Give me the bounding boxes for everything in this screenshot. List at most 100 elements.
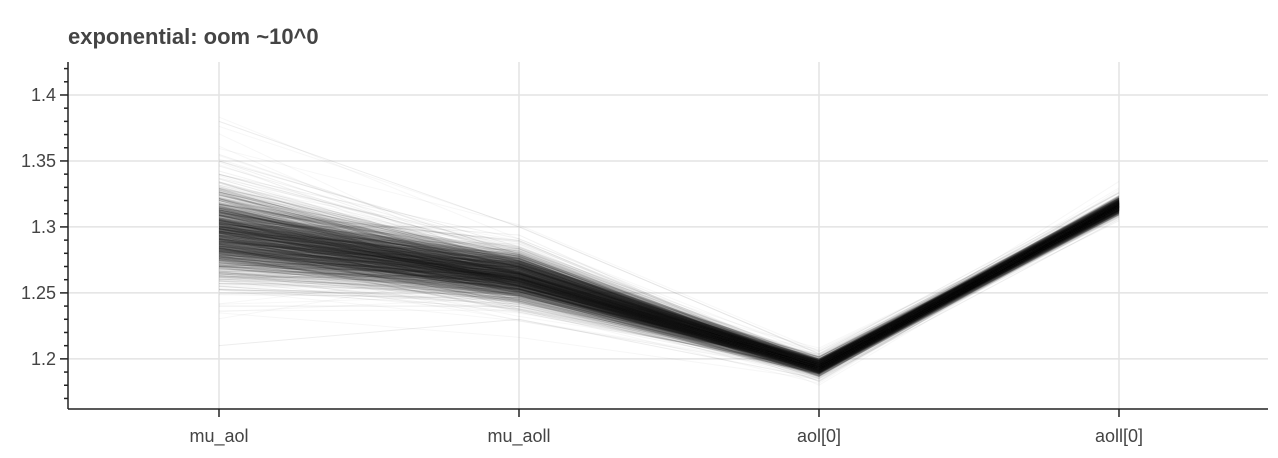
data-trace (218, 195, 1120, 366)
data-trace (218, 204, 1120, 374)
data-trace (218, 202, 1120, 364)
data-trace (218, 207, 1120, 367)
data-trace (218, 204, 1120, 371)
data-trace (218, 207, 1120, 367)
data-trace (218, 204, 1120, 367)
data-trace (218, 202, 1120, 369)
data-trace (218, 205, 1120, 370)
data-trace (218, 204, 1120, 370)
data-trace (218, 207, 1120, 366)
data-trace (218, 206, 1120, 365)
data-trace (218, 202, 1120, 368)
data-trace (218, 202, 1120, 365)
data-trace (218, 204, 1120, 374)
data-trace (218, 203, 1120, 369)
data-trace (218, 210, 1120, 371)
data-trace (218, 206, 1120, 367)
data-trace (218, 204, 1120, 373)
data-trace (218, 204, 1120, 369)
data-trace (218, 202, 1120, 365)
data-trace (218, 212, 1120, 372)
y-tick-label-1: 1.25 (21, 283, 56, 303)
data-trace (218, 205, 1120, 370)
series-line-8 (218, 209, 1120, 370)
data-trace (218, 207, 1120, 370)
data-trace (218, 203, 1120, 368)
data-trace (218, 195, 1120, 366)
data-trace (218, 208, 1120, 376)
data-trace (218, 201, 1120, 372)
data-trace (218, 213, 1120, 373)
data-trace (218, 208, 1120, 370)
data-trace (218, 204, 1120, 370)
data-trace (218, 207, 1120, 366)
data-trace (218, 204, 1120, 366)
data-trace (218, 206, 1120, 363)
data-trace (218, 203, 1120, 369)
data-trace (218, 213, 1120, 367)
data-trace (218, 181, 1120, 363)
data-trace (218, 208, 1120, 366)
data-trace (218, 207, 1120, 366)
data-trace (218, 205, 1120, 369)
data-trace (218, 208, 1120, 371)
data-trace (218, 196, 1120, 361)
data-trace (218, 209, 1120, 368)
data-trace (218, 194, 1120, 364)
data-trace (218, 206, 1120, 370)
data-trace (218, 209, 1120, 369)
data-trace (218, 207, 1120, 370)
data-trace (218, 203, 1120, 367)
data-trace (218, 205, 1120, 368)
data-trace (218, 203, 1120, 368)
data-trace (218, 205, 1120, 366)
data-trace (218, 204, 1120, 369)
data-trace (218, 206, 1120, 373)
data-trace (218, 209, 1120, 371)
data-trace (218, 205, 1120, 369)
data-trace (218, 203, 1120, 361)
data-trace (218, 206, 1120, 369)
data-trace (218, 203, 1120, 363)
x-tick-label-2: aol[0] (797, 426, 841, 446)
data-trace (218, 203, 1120, 371)
data-trace (218, 199, 1120, 365)
data-trace (218, 201, 1120, 373)
data-trace (218, 200, 1120, 367)
data-trace (218, 208, 1120, 370)
data-trace (218, 202, 1120, 370)
data-trace (218, 201, 1120, 370)
data-trace (218, 212, 1120, 365)
data-trace (218, 209, 1120, 369)
data-trace (218, 202, 1120, 362)
data-trace (218, 209, 1120, 367)
data-trace (218, 203, 1120, 365)
data-trace (218, 208, 1120, 369)
data-trace (218, 209, 1120, 366)
data-trace (218, 197, 1120, 367)
data-trace (218, 206, 1120, 374)
data-trace (218, 205, 1120, 368)
data-trace (218, 209, 1120, 376)
data-trace (218, 204, 1120, 361)
data-trace (218, 201, 1120, 369)
data-trace (218, 205, 1120, 368)
data-trace (218, 204, 1120, 372)
data-trace (218, 196, 1120, 365)
data-trace (218, 204, 1120, 369)
data-trace (218, 207, 1120, 370)
data-trace (218, 177, 1120, 361)
x-tick-label-1: mu_aoll (487, 426, 550, 447)
data-trace (218, 206, 1120, 366)
data-trace (218, 197, 1120, 360)
data-trace (218, 203, 1120, 364)
data-trace (218, 204, 1120, 372)
data-trace (218, 202, 1120, 371)
data-trace (218, 202, 1120, 368)
data-trace (218, 206, 1120, 371)
data-trace (218, 209, 1120, 369)
data-trace (218, 186, 1120, 364)
data-trace (218, 202, 1120, 369)
data-trace (218, 202, 1120, 370)
data-trace (218, 206, 1120, 367)
